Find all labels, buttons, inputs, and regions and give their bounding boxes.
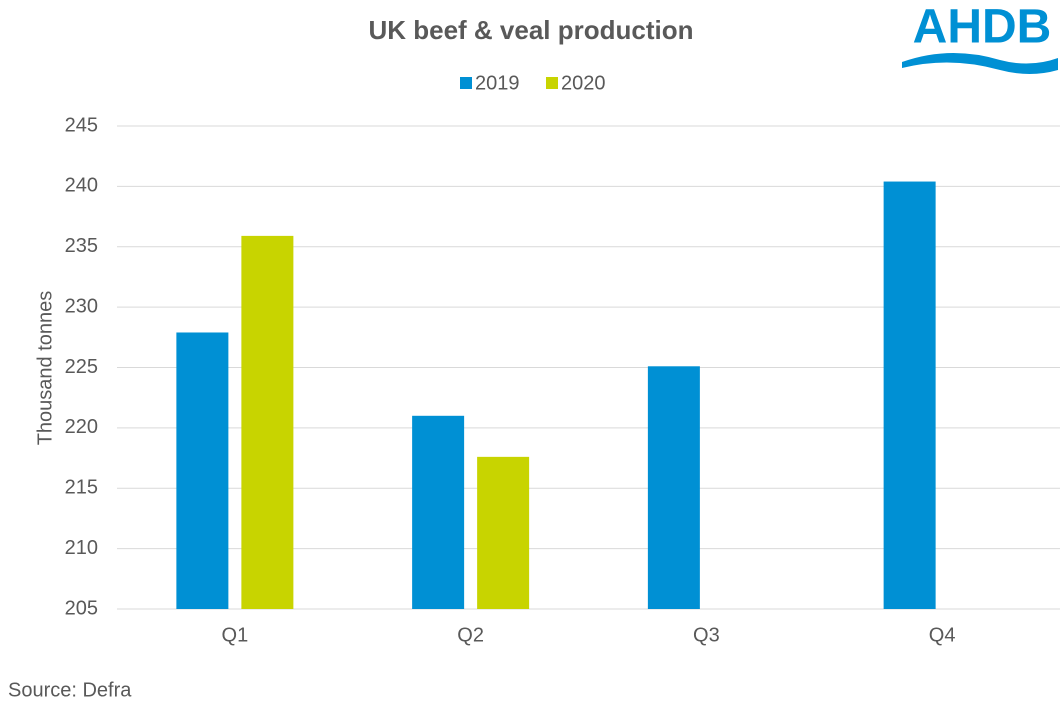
bar <box>647 366 700 609</box>
y-tick-label: 210 <box>65 537 98 559</box>
source: Source: Defra <box>8 679 132 701</box>
y-tick-label: 230 <box>65 295 98 317</box>
x-tick-label: Q4 <box>929 624 956 646</box>
legend-swatch <box>546 77 558 89</box>
bar <box>477 456 530 609</box>
y-tick-label: 225 <box>65 356 98 378</box>
y-tick-label: 220 <box>65 416 98 438</box>
logo-wave <box>902 52 1058 74</box>
x-tick-label: Q3 <box>693 624 720 646</box>
y-tick-label: 240 <box>65 175 98 197</box>
chart-title: UK beef & veal production <box>368 15 693 45</box>
bar <box>412 415 465 609</box>
legend-label: 2019 <box>475 72 520 94</box>
y-axis-label: Thousand tonnes <box>34 291 56 446</box>
logo: AHDB <box>913 1 1052 54</box>
y-tick-label: 205 <box>65 597 98 619</box>
legend-swatch <box>460 77 472 89</box>
x-tick-label: Q2 <box>457 624 484 646</box>
bar <box>176 332 229 609</box>
legend-label: 2020 <box>561 72 606 94</box>
bar <box>241 235 294 609</box>
y-tick-label: 245 <box>65 114 98 136</box>
y-tick-label: 235 <box>65 235 98 257</box>
y-tick-label: 215 <box>65 477 98 499</box>
x-tick-label: Q1 <box>222 624 249 646</box>
bar <box>883 181 936 610</box>
